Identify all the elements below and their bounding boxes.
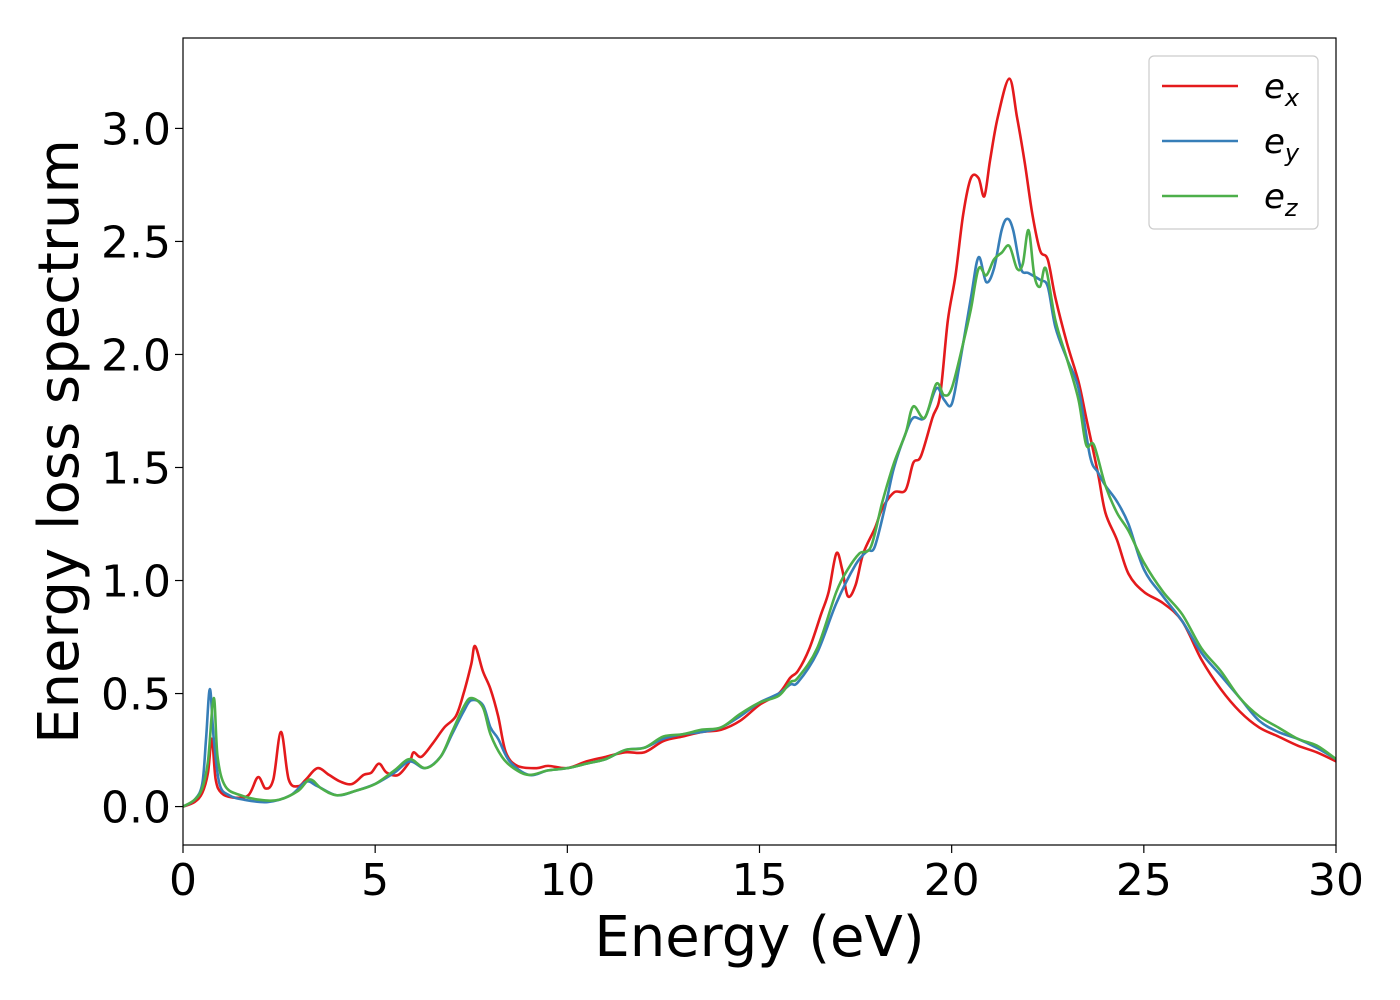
x-tick-label: 10 bbox=[539, 855, 595, 906]
x-tick-label: 5 bbox=[361, 855, 389, 906]
x-tick-label: 25 bbox=[1116, 855, 1172, 906]
y-tick-label: 1.0 bbox=[101, 557, 171, 608]
legend-label-x: ex bbox=[1264, 67, 1300, 112]
legend-label-base: e bbox=[1264, 177, 1285, 217]
y-axis-title: Energy loss spectrum bbox=[27, 139, 92, 744]
legend-label-base: e bbox=[1264, 122, 1285, 162]
x-axis-title: Energy (eV) bbox=[594, 905, 924, 970]
x-tick-label: 0 bbox=[169, 855, 197, 906]
y-tick-label: 2.0 bbox=[101, 330, 171, 381]
legend-label-subscript: y bbox=[1284, 139, 1300, 167]
legend-label-y: ey bbox=[1264, 122, 1300, 167]
y-axis: 0.0 0.5 1.0 1.5 2.0 2.5 3.0 bbox=[101, 104, 183, 834]
y-tick-label: 3.0 bbox=[101, 104, 171, 155]
legend-label-subscript: z bbox=[1284, 194, 1299, 222]
series-layer bbox=[183, 77, 1336, 808]
legend-label-base: e bbox=[1264, 67, 1285, 107]
legend-box bbox=[1148, 55, 1319, 230]
x-tick-label: 20 bbox=[924, 855, 980, 906]
y-tick-label: 0.0 bbox=[101, 783, 171, 834]
y-tick-label: 0.5 bbox=[101, 670, 171, 721]
y-tick-label: 1.5 bbox=[101, 443, 171, 494]
legend-label-subscript: x bbox=[1284, 84, 1300, 112]
x-tick-label: 30 bbox=[1308, 855, 1364, 906]
y-tick-label: 2.5 bbox=[101, 217, 171, 268]
legend-label-z: ez bbox=[1264, 177, 1299, 222]
x-tick-label: 15 bbox=[732, 855, 788, 906]
series-line-e-z bbox=[183, 228, 1336, 808]
x-axis: 0 5 10 15 20 25 30 bbox=[169, 845, 1364, 906]
